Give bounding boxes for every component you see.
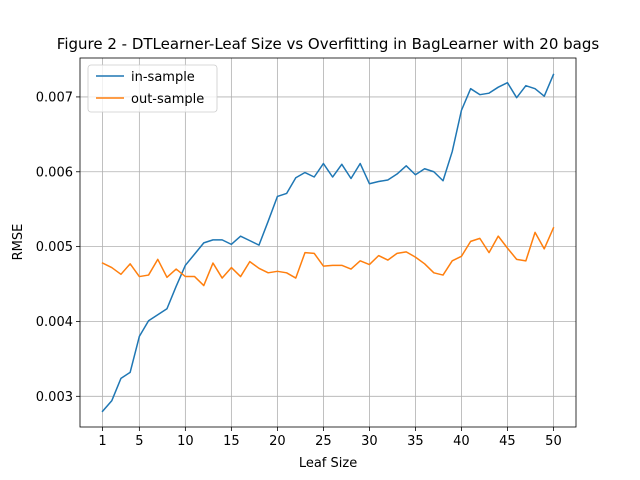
x-tick-label: 15 bbox=[223, 434, 240, 449]
plot-frame bbox=[79, 57, 577, 428]
x-tick-label: 40 bbox=[453, 434, 470, 449]
x-tick-label: 1 bbox=[98, 434, 106, 449]
x-tick-label: 45 bbox=[499, 434, 516, 449]
y-axis-label: RMSE bbox=[11, 224, 26, 261]
series-layer bbox=[101, 73, 555, 413]
x-tick-label: 5 bbox=[135, 434, 143, 449]
x-tick-label: 20 bbox=[269, 434, 286, 449]
grid-layer bbox=[80, 58, 576, 427]
y-tick-label: 0.007 bbox=[36, 90, 73, 105]
legend: in-sample out-sample bbox=[87, 64, 218, 113]
y-tick-label: 0.005 bbox=[36, 240, 73, 255]
y-tick-label: 0.003 bbox=[36, 390, 73, 405]
y-tick-label: 0.006 bbox=[36, 165, 73, 180]
series-line-out-sample bbox=[101, 226, 555, 287]
y-tick-label: 0.004 bbox=[36, 315, 73, 330]
x-tick-label: 50 bbox=[545, 434, 562, 449]
x-tick-label: 30 bbox=[361, 434, 378, 449]
legend-label-out-sample: out-sample bbox=[131, 92, 204, 107]
x-tick-label: 10 bbox=[177, 434, 194, 449]
x-axis: 1 5 10 15 20 25 30 35 40 45 50 bbox=[98, 427, 562, 449]
legend-label-in-sample: in-sample bbox=[131, 70, 195, 85]
x-tick-label: 35 bbox=[407, 434, 424, 449]
series-line-in-sample bbox=[101, 73, 555, 413]
chart-title: Figure 2 - DTLearner-Leaf Size vs Overfi… bbox=[57, 35, 600, 53]
y-axis: 0.003 0.004 0.005 0.006 0.007 bbox=[36, 90, 80, 405]
x-tick-label: 25 bbox=[315, 434, 332, 449]
x-axis-label: Leaf Size bbox=[299, 456, 357, 471]
